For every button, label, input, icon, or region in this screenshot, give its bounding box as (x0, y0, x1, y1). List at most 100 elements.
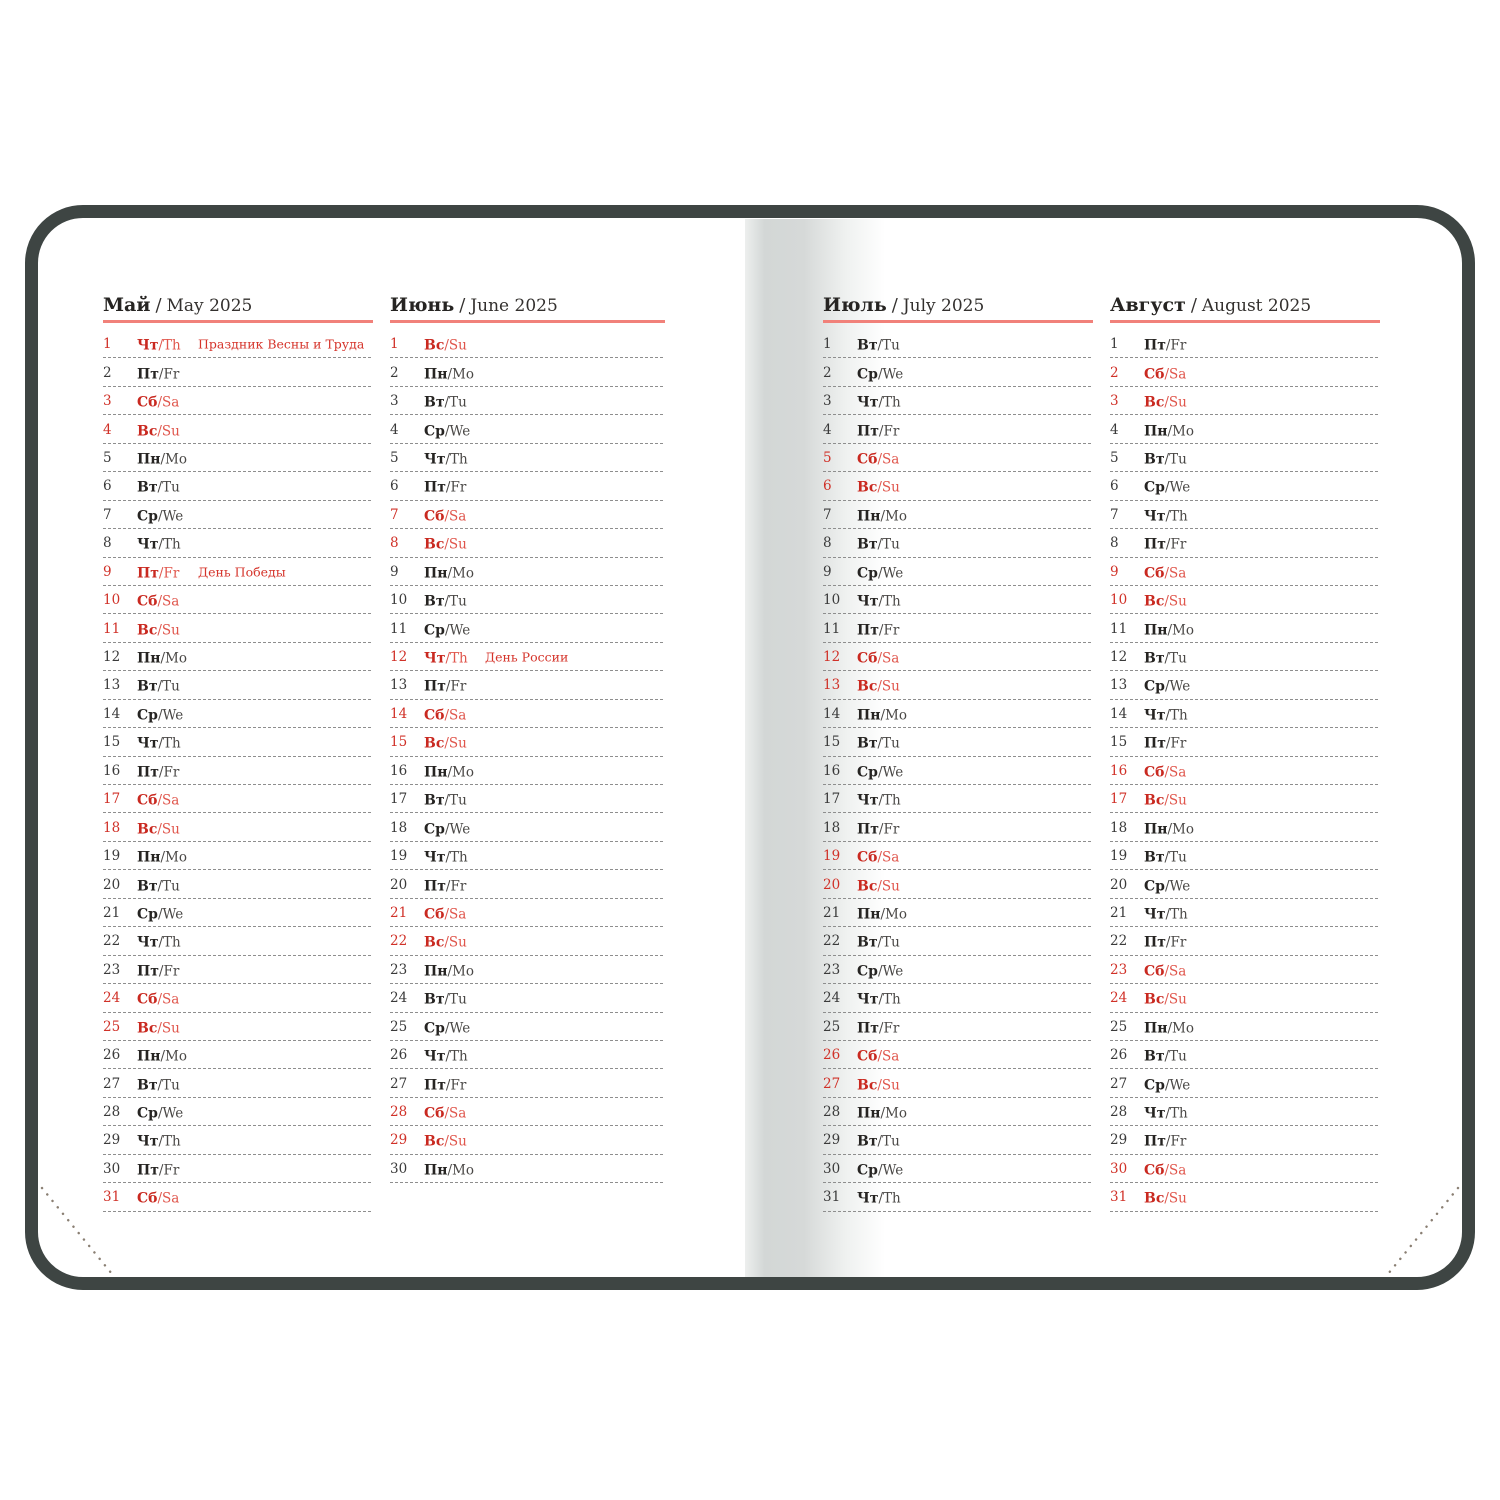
day-abbr-divider: / (157, 423, 162, 440)
day-number: 24 (390, 990, 408, 1007)
day-row: 24 Сб/Sa (103, 984, 373, 1013)
day-row: 17 Вс/Su (1110, 785, 1380, 814)
day-number: 20 (390, 876, 408, 893)
day-abbr-ru: Чт (137, 536, 159, 553)
day-row: 3 Сб/Sa (103, 387, 373, 416)
day-abbr-ru: Ср (857, 963, 878, 980)
day-number: 10 (103, 592, 121, 609)
day-abbr-divider: / (1164, 764, 1170, 781)
day-abbr-en: Tu (449, 593, 467, 610)
day-abbr-en: We (1169, 878, 1191, 895)
day-number: 23 (103, 961, 121, 978)
day-abbr-ru: Чт (1144, 906, 1166, 923)
day-abbr-divider: / (1167, 821, 1173, 838)
day-abbr-en: Fr (883, 821, 900, 838)
month-header-divider: / (155, 295, 162, 316)
day-abbr-ru: Вс (424, 1133, 445, 1150)
day-abbr-ru: Пт (424, 479, 446, 496)
day-abbr-en: Th (1170, 1105, 1188, 1122)
day-abbr-ru: Пн (137, 849, 161, 866)
day-abbr-en: Sa (882, 451, 900, 468)
day-abbreviation: Вт/Tu (857, 335, 900, 354)
day-number: 2 (1110, 364, 1119, 381)
day-number: 28 (823, 1104, 841, 1121)
day-number: 10 (390, 592, 408, 609)
day-abbr-ru: Ср (424, 1020, 445, 1037)
day-abbreviation: Чт/Th (137, 733, 181, 752)
day-abbr-en: Su (448, 337, 467, 354)
day-abbr-ru: Пт (137, 565, 159, 582)
day-number: 5 (823, 449, 832, 466)
day-row: 17 Чт/Th (823, 785, 1093, 814)
day-abbr-ru: Пт (1144, 735, 1166, 752)
day-abbr-en: Su (881, 479, 900, 496)
day-row: 29 Вт/Tu (823, 1126, 1093, 1156)
day-abbr-en: Mo (885, 1105, 907, 1122)
day-abbr-en: Tu (449, 991, 467, 1008)
day-number: 25 (103, 1018, 121, 1035)
day-abbr-ru: Пт (857, 1020, 879, 1037)
day-abbr-ru: Ср (1144, 678, 1165, 695)
day-abbr-divider: / (878, 821, 884, 838)
day-abbr-en: Fr (450, 678, 467, 695)
day-abbr-en: Sa (162, 394, 180, 411)
day-abbr-divider: / (157, 878, 163, 895)
day-abbr-ru: Пн (857, 906, 881, 923)
day-row: 13 Вс/Su (823, 671, 1093, 701)
day-row: 15 Вс/Su (390, 728, 665, 758)
day-abbr-ru: Вс (1144, 1190, 1165, 1207)
day-number: 15 (1110, 734, 1128, 751)
day-abbr-en: Su (881, 878, 900, 895)
day-row: 30 Ср/We (823, 1155, 1093, 1184)
day-number: 18 (103, 819, 121, 836)
day-abbr-ru: Пн (424, 764, 448, 781)
day-abbreviation: Сб/Sa (424, 1103, 466, 1122)
day-abbr-en: Th (163, 536, 181, 553)
day-abbr-en: Fr (163, 366, 180, 383)
day-abbreviation: Чт/Th (137, 932, 181, 951)
day-number: 4 (823, 421, 832, 438)
day-abbr-divider: / (880, 1105, 886, 1122)
day-abbr-ru: Вт (1144, 849, 1165, 866)
day-row: 3 Вс/Su (1110, 387, 1380, 416)
day-abbreviation: Ср/We (1144, 875, 1190, 894)
day-abbreviation: Сб/Sa (857, 448, 899, 467)
day-abbr-ru: Пт (857, 622, 879, 639)
day-abbr-divider: / (1165, 337, 1171, 354)
day-abbr-divider: / (445, 479, 451, 496)
day-abbr-divider: / (877, 764, 883, 781)
day-abbr-divider: / (877, 536, 883, 553)
day-abbr-en: Th (163, 735, 181, 752)
day-row: 13 Вт/Tu (103, 671, 373, 701)
day-row: 22 Вс/Su (390, 927, 665, 957)
day-abbr-en: Su (1168, 394, 1187, 411)
day-row: 18 Пн/Mo (1110, 813, 1380, 843)
day-abbr-divider: / (444, 1133, 449, 1150)
day-abbreviation: Чт/Th (424, 1046, 468, 1065)
day-abbr-ru: Пн (424, 366, 448, 383)
day-abbr-divider: / (447, 764, 453, 781)
day-row: 24 Вс/Su (1110, 984, 1380, 1013)
day-abbreviation: Пн/Mo (1144, 1017, 1194, 1036)
day-row: 1 Вт/Tu (823, 330, 1093, 359)
day-abbr-divider: / (1167, 1020, 1173, 1037)
day-abbreviation: Вс/Su (1144, 1188, 1187, 1207)
day-abbr-divider: / (447, 963, 453, 980)
day-abbr-ru: Пн (137, 650, 161, 667)
day-row: 4 Ср/We (390, 415, 665, 445)
day-abbreviation: Вс/Su (137, 1017, 180, 1036)
day-number: 25 (1110, 1018, 1128, 1035)
day-number: 1 (390, 336, 399, 353)
day-number: 19 (1110, 848, 1128, 865)
day-abbr-ru: Вс (137, 821, 158, 838)
day-number: 1 (103, 336, 112, 353)
day-row: 7 Чт/Th (1110, 501, 1380, 530)
day-row: 20 Ср/We (1110, 870, 1380, 900)
day-number: 4 (103, 421, 112, 438)
day-abbr-ru: Пн (857, 1105, 881, 1122)
day-abbreviation: Пт/Fr (137, 761, 179, 780)
day-row: 27 Вс/Su (823, 1069, 1093, 1099)
day-row: 26 Вт/Tu (1110, 1041, 1380, 1070)
day-number: 27 (390, 1075, 408, 1092)
day-row: 14 Пн/Mo (823, 700, 1093, 729)
